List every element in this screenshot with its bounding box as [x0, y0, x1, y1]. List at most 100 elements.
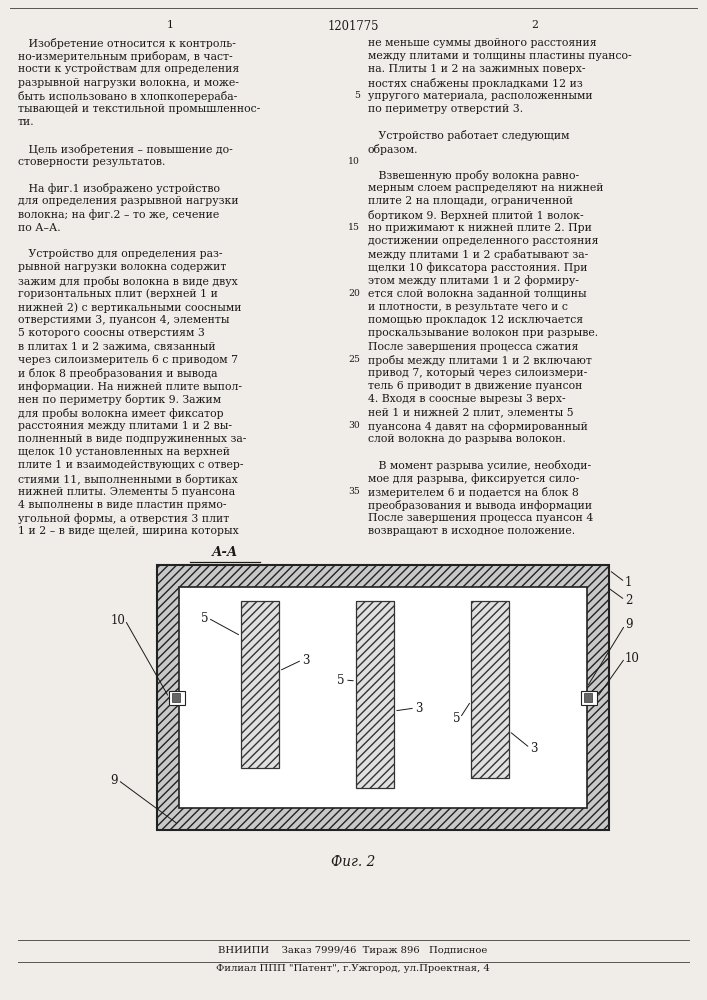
Text: В момент разрыва усилие, необходи-: В момент разрыва усилие, необходи-: [368, 460, 591, 471]
Text: образом.: образом.: [368, 144, 419, 155]
Text: 5: 5: [452, 712, 460, 724]
Text: для определения разрывной нагрузки: для определения разрывной нагрузки: [18, 196, 239, 206]
Text: в плитах 1 и 2 зажима, связанный: в плитах 1 и 2 зажима, связанный: [18, 342, 216, 352]
Text: горизонтальных плит (верхней 1 и: горизонтальных плит (верхней 1 и: [18, 289, 218, 299]
Text: информации. На нижней плите выпол-: информации. На нижней плите выпол-: [18, 381, 242, 392]
Text: мерным слоем распределяют на нижней: мерным слоем распределяют на нижней: [368, 183, 604, 193]
Text: 10: 10: [110, 613, 125, 626]
Text: этом между плитами 1 и 2 формиру-: этом между плитами 1 и 2 формиру-: [368, 276, 579, 286]
Text: рывной нагрузки волокна содержит: рывной нагрузки волокна содержит: [18, 262, 226, 272]
Text: и плотности, в результате чего и с: и плотности, в результате чего и с: [368, 302, 568, 312]
Text: угольной формы, а отверстия 3 плит: угольной формы, а отверстия 3 плит: [18, 513, 229, 524]
Text: волокна; на фиг.2 – то же, сечение: волокна; на фиг.2 – то же, сечение: [18, 210, 219, 220]
Text: щелки 10 фиксатора расстояния. При: щелки 10 фиксатора расстояния. При: [368, 262, 588, 273]
Text: Филиал ППП "Патент", г.Ужгород, ул.Проектная, 4: Филиал ППП "Патент", г.Ужгород, ул.Проек…: [216, 964, 490, 973]
Text: пробы между плитами 1 и 2 включают: пробы между плитами 1 и 2 включают: [368, 355, 592, 366]
Text: Цель изобретения – повышение до-: Цель изобретения – повышение до-: [18, 144, 233, 155]
Text: не меньше суммы двойного расстояния: не меньше суммы двойного расстояния: [368, 38, 597, 48]
Text: 3: 3: [302, 654, 310, 666]
Text: После завершения процесса пуансон 4: После завершения процесса пуансон 4: [368, 513, 593, 523]
Text: тывающей и текстильной промышленнос-: тывающей и текстильной промышленнос-: [18, 104, 260, 114]
Text: преобразования и вывода информации: преобразования и вывода информации: [368, 500, 592, 511]
Text: ВНИИПИ    Заказ 7999/46  Тираж 896   Подписное: ВНИИПИ Заказ 7999/46 Тираж 896 Подписное: [218, 946, 488, 955]
Text: нен по периметру бортик 9. Зажим: нен по периметру бортик 9. Зажим: [18, 394, 221, 405]
Text: между плитами и толщины пластины пуансо-: между плитами и толщины пластины пуансо-: [368, 51, 631, 61]
Text: стиями 11, выполненными в бортиках: стиями 11, выполненными в бортиках: [18, 474, 238, 485]
Text: Устройство для определения раз-: Устройство для определения раз-: [18, 249, 223, 259]
Bar: [581, 690, 597, 704]
Text: возвращают в исходное положение.: возвращают в исходное положение.: [368, 526, 575, 536]
Text: разрывной нагрузки волокна, и може-: разрывной нагрузки волокна, и може-: [18, 78, 239, 88]
Text: 9: 9: [625, 618, 633, 632]
Text: 5: 5: [337, 674, 345, 686]
Text: ти.: ти.: [18, 117, 35, 127]
Text: 2: 2: [532, 20, 539, 30]
Text: но-измерительным приборам, в част-: но-измерительным приборам, в част-: [18, 51, 233, 62]
Text: и блок 8 преобразования и вывода: и блок 8 преобразования и вывода: [18, 368, 218, 379]
Text: пуансона 4 давят на сформированный: пуансона 4 давят на сформированный: [368, 421, 588, 432]
Bar: [356, 601, 394, 788]
Text: проскальзывание волокон при разрыве.: проскальзывание волокон при разрыве.: [368, 328, 598, 338]
Text: привод 7, который через силоизмери-: привод 7, который через силоизмери-: [368, 368, 588, 378]
Text: плите 1 и взаимодействующих с отвер-: плите 1 и взаимодействующих с отвер-: [18, 460, 243, 470]
Text: нижней плиты. Элементы 5 пуансона: нижней плиты. Элементы 5 пуансона: [18, 487, 235, 497]
Text: слой волокна до разрыва волокон.: слой волокна до разрыва волокон.: [368, 434, 566, 444]
Text: Устройство работает следующим: Устройство работает следующим: [368, 130, 570, 141]
Text: Взвешенную пробу волокна равно-: Взвешенную пробу волокна равно-: [368, 170, 579, 181]
Text: ностях снабжены прокладками 12 из: ностях снабжены прокладками 12 из: [368, 78, 583, 89]
Text: 5 которого соосны отверстиям 3: 5 которого соосны отверстиям 3: [18, 328, 205, 338]
Text: через силоизмеритель 6 с приводом 7: через силоизмеритель 6 с приводом 7: [18, 355, 238, 365]
Text: 4. Входя в соосные вырезы 3 верх-: 4. Входя в соосные вырезы 3 верх-: [368, 394, 566, 404]
Text: 1: 1: [167, 20, 173, 30]
Bar: [157, 565, 609, 830]
Bar: [172, 692, 180, 702]
Text: Изобретение относится к контроль-: Изобретение относится к контроль-: [18, 38, 236, 49]
Text: упругого материала, расположенными: упругого материала, расположенными: [368, 91, 592, 101]
Text: 3: 3: [415, 702, 423, 714]
Text: тель 6 приводит в движение пуансон: тель 6 приводит в движение пуансон: [368, 381, 583, 391]
Text: по А–А.: по А–А.: [18, 223, 61, 233]
Text: 30: 30: [349, 421, 360, 430]
Text: 20: 20: [348, 289, 360, 298]
Text: После завершения процесса сжатия: После завершения процесса сжатия: [368, 342, 578, 352]
Bar: [169, 690, 185, 704]
Text: 15: 15: [348, 223, 360, 232]
Text: 4 выполнены в виде пластин прямо-: 4 выполнены в виде пластин прямо-: [18, 500, 226, 510]
Bar: [584, 692, 592, 702]
Text: достижении определенного расстояния: достижении определенного расстояния: [368, 236, 599, 246]
Text: ется слой волокна заданной толщины: ется слой волокна заданной толщины: [368, 289, 587, 299]
Text: На фиг.1 изображено устройство: На фиг.1 изображено устройство: [18, 183, 220, 194]
Text: отверстиями 3, пуансон 4, элементы: отверстиями 3, пуансон 4, элементы: [18, 315, 230, 325]
Text: на. Плиты 1 и 2 на зажимных поверх-: на. Плиты 1 и 2 на зажимных поверх-: [368, 64, 585, 74]
Text: ности к устройствам для определения: ности к устройствам для определения: [18, 64, 239, 74]
Text: 10: 10: [348, 157, 360, 166]
Text: полненный в виде подпружиненных за-: полненный в виде подпружиненных за-: [18, 434, 246, 444]
Text: 1: 1: [625, 576, 632, 588]
Text: бортиком 9. Верхней плитой 1 волок-: бортиком 9. Верхней плитой 1 волок-: [368, 210, 583, 221]
Text: А-А: А-А: [212, 546, 238, 559]
Text: между плитами 1 и 2 срабатывают за-: между плитами 1 и 2 срабатывают за-: [368, 249, 588, 260]
Text: 25: 25: [348, 355, 360, 364]
Text: щелок 10 установленных на верхней: щелок 10 установленных на верхней: [18, 447, 230, 457]
Text: измерителем 6 и подается на блок 8: измерителем 6 и подается на блок 8: [368, 487, 579, 498]
Text: 1 и 2 – в виде щелей, ширина которых: 1 и 2 – в виде щелей, ширина которых: [18, 526, 239, 536]
Text: для пробы волокна имеет фиксатор: для пробы волокна имеет фиксатор: [18, 408, 223, 419]
Text: Фиг. 2: Фиг. 2: [331, 855, 375, 869]
Text: 5: 5: [201, 611, 208, 624]
Text: ней 1 и нижней 2 плит, элементы 5: ней 1 и нижней 2 плит, элементы 5: [368, 408, 573, 418]
Text: 9: 9: [110, 774, 118, 786]
Text: расстояния между плитами 1 и 2 вы-: расстояния между плитами 1 и 2 вы-: [18, 421, 232, 431]
Text: быть использовано в хлопкоперераба-: быть использовано в хлопкоперераба-: [18, 91, 238, 102]
Text: по периметру отверстий 3.: по периметру отверстий 3.: [368, 104, 523, 114]
Text: нижней 2) с вертикальными соосными: нижней 2) с вертикальными соосными: [18, 302, 242, 313]
Text: плите 2 на площади, ограниченной: плите 2 на площади, ограниченной: [368, 196, 573, 206]
Text: 10: 10: [625, 652, 640, 664]
Text: 5: 5: [354, 91, 360, 100]
Text: 35: 35: [349, 487, 360, 496]
Text: зажим для пробы волокна в виде двух: зажим для пробы волокна в виде двух: [18, 276, 238, 287]
Bar: [179, 587, 587, 808]
Text: 2: 2: [625, 593, 632, 606]
Text: 3: 3: [530, 742, 537, 754]
Text: помощью прокладок 12 исключается: помощью прокладок 12 исключается: [368, 315, 583, 325]
Text: мое для разрыва, фиксируется сило-: мое для разрыва, фиксируется сило-: [368, 474, 579, 484]
